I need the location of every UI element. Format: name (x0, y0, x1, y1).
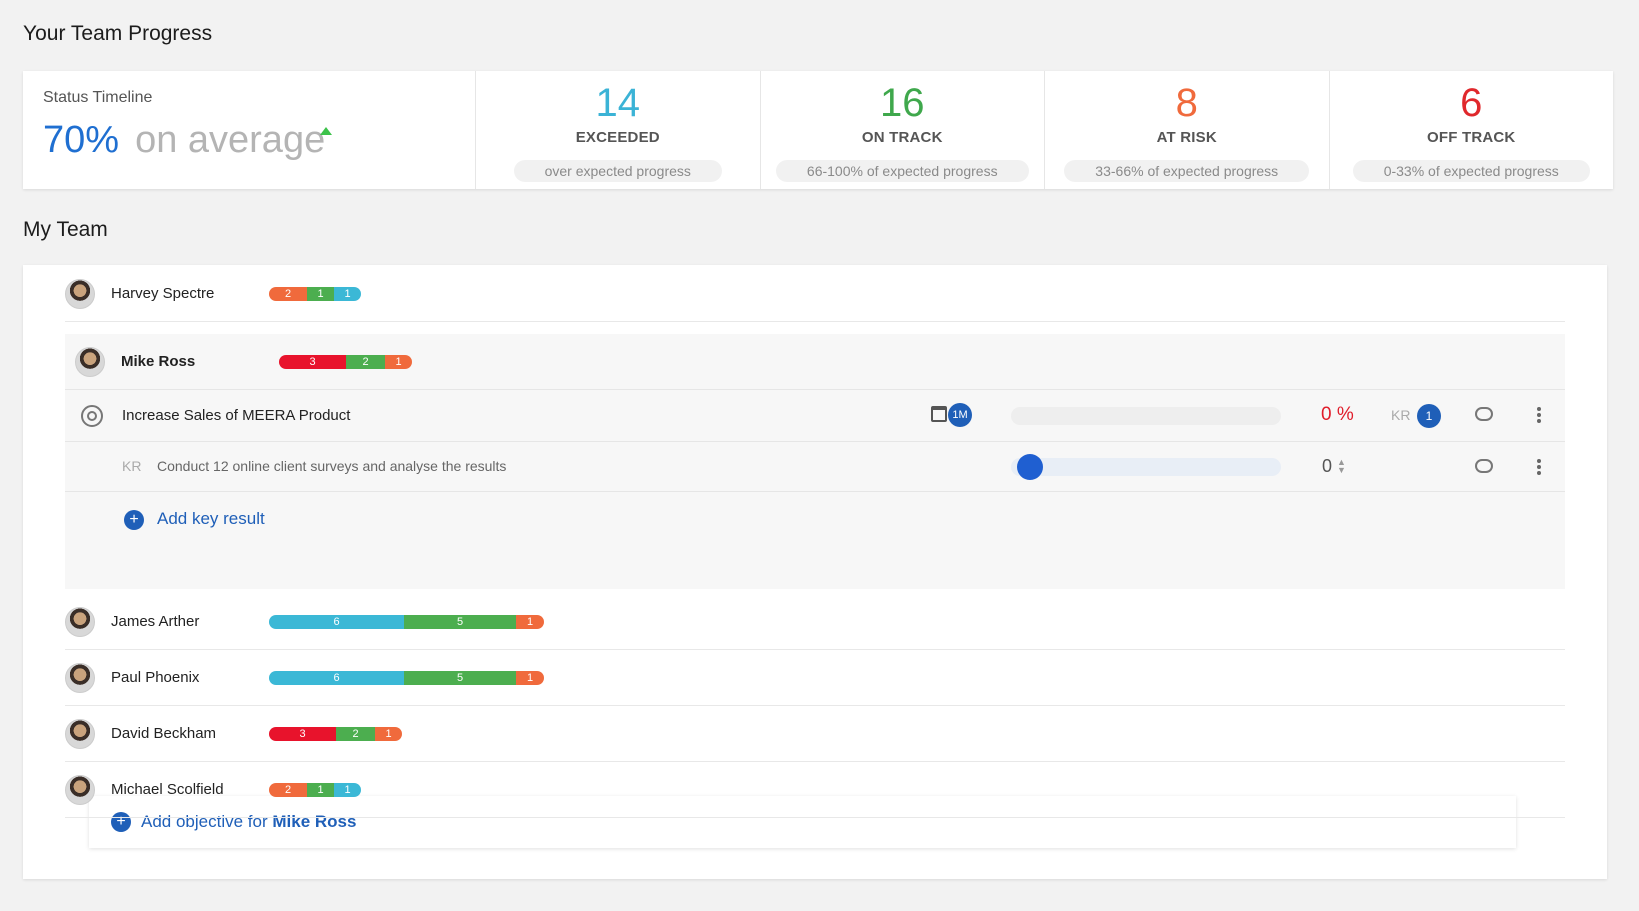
objective-title[interactable]: Increase Sales of MEERA Product (122, 407, 351, 424)
member-name: Mike Ross (121, 353, 196, 370)
stat-name: ON TRACK (861, 129, 943, 146)
status-timeline-label: Status Timeline (43, 89, 153, 106)
bar-segment-at-risk: 1 (516, 670, 544, 685)
add-key-result-button[interactable]: + Add key result (65, 492, 1565, 548)
member-name: David Beckham (111, 725, 217, 742)
member-row[interactable]: Paul Phoenix 6 5 1 (65, 650, 1565, 706)
bar-segment-on-track: 1 (307, 782, 334, 797)
member-row[interactable]: Michael Scolfield 2 1 1 (65, 762, 1565, 818)
bar-segment-at-risk: 1 (516, 614, 544, 629)
member-row[interactable]: James Arther 6 5 1 (65, 594, 1565, 650)
target-icon (81, 405, 103, 427)
bar-segment-at-risk: 1 (375, 726, 402, 741)
bar-segment-on-track: 1 (307, 286, 334, 301)
stat-on-track[interactable]: 16 ON TRACK 66-100% of expected progress (761, 71, 1045, 189)
calendar-icon[interactable] (931, 406, 947, 422)
bar-segment-at-risk: 2 (269, 782, 307, 797)
member-name: Paul Phoenix (111, 669, 200, 686)
stat-off-track[interactable]: 6 OFF TRACK 0-33% of expected progress (1330, 71, 1614, 189)
bar-segment-on-track: 2 (346, 354, 385, 369)
due-badge[interactable]: 1M (948, 403, 972, 427)
add-key-result-label: Add key result (157, 509, 265, 528)
progress-summary-card: Status Timeline 70% on average 14 EXCEED… (23, 71, 1613, 189)
kr-count-badge[interactable]: 1 (1417, 404, 1441, 428)
member-name: Michael Scolfield (111, 781, 224, 798)
page-title: Your Team Progress (23, 22, 213, 45)
stat-exceeded[interactable]: 14 EXCEEDED over expected progress (476, 71, 761, 189)
member-name: Harvey Spectre (111, 285, 215, 302)
kr-label: KR (1391, 407, 1411, 423)
bar-segment-off-track: 3 (269, 726, 336, 741)
status-bar: 2 1 1 (269, 782, 361, 797)
avatar (65, 662, 95, 693)
bar-segment-exceeded: 6 (269, 614, 404, 629)
avatar (65, 774, 95, 805)
status-bar: 6 5 1 (269, 614, 544, 629)
stepper-icon[interactable]: ▲ ▼ (1337, 457, 1346, 475)
key-result-slider-handle[interactable] (1017, 454, 1043, 480)
average-text: on average (135, 119, 326, 161)
objective-progress-percent: 0 % (1321, 404, 1354, 425)
bar-segment-at-risk: 2 (269, 286, 307, 301)
stat-value: 14 (595, 81, 641, 125)
bar-segment-on-track: 2 (336, 726, 375, 741)
avatar (65, 278, 95, 309)
bar-segment-on-track: 5 (404, 670, 516, 685)
member-expanded-panel: Mike Ross 3 2 1 Increase Sales of MEERA … (65, 334, 1565, 589)
objective-progress-track (1011, 407, 1281, 425)
bar-segment-on-track: 5 (404, 614, 516, 629)
add-objective-button[interactable]: + Add objective for Mike Ross (89, 796, 1516, 848)
stat-description: over expected progress (513, 160, 722, 182)
avatar (65, 718, 95, 749)
status-bar: 3 2 1 (279, 354, 412, 369)
status-timeline[interactable]: Status Timeline 70% on average (23, 71, 476, 189)
trend-up-icon (320, 127, 332, 135)
kr-tag: KR (122, 458, 142, 474)
avatar (75, 346, 105, 377)
stat-value: 8 (1175, 81, 1198, 125)
bar-segment-exceeded: 1 (334, 782, 361, 797)
comment-icon[interactable] (1475, 459, 1493, 473)
key-result-row[interactable]: KR Conduct 12 online client surveys and … (65, 442, 1565, 492)
more-options-icon[interactable] (1537, 407, 1541, 423)
objective-row[interactable]: Increase Sales of MEERA Product 1M 0 % K… (65, 390, 1565, 442)
status-bar: 2 1 1 (269, 286, 361, 301)
more-options-icon[interactable] (1537, 459, 1541, 475)
bar-segment-exceeded: 1 (334, 286, 361, 301)
member-name: James Arther (111, 613, 200, 630)
key-result-slider-track[interactable] (1011, 458, 1281, 476)
stat-description: 33-66% of expected progress (1064, 160, 1310, 182)
status-bar: 3 2 1 (269, 726, 402, 741)
bar-segment-exceeded: 6 (269, 670, 404, 685)
stat-name: EXCEEDED (575, 129, 660, 146)
bar-segment-at-risk: 1 (385, 354, 412, 369)
member-row[interactable]: Mike Ross 3 2 1 (65, 334, 1565, 390)
bar-segment-off-track: 3 (279, 354, 346, 369)
stat-name: OFF TRACK (1427, 129, 1516, 146)
team-card: Harvey Spectre 2 1 1 Mike Ross 3 2 1 Inc… (23, 265, 1607, 879)
comment-icon[interactable] (1475, 407, 1493, 421)
key-result-value[interactable]: 0 (1322, 456, 1333, 476)
average-value: 70% (43, 119, 120, 161)
stat-name: AT RISK (1156, 129, 1217, 146)
member-row[interactable]: Harvey Spectre 2 1 1 (65, 266, 1565, 322)
stat-value: 16 (880, 81, 925, 125)
stat-description: 0-33% of expected progress (1352, 160, 1590, 182)
member-row[interactable]: David Beckham 3 2 1 (65, 706, 1565, 762)
plus-icon: + (124, 510, 144, 530)
stat-description: 66-100% of expected progress (775, 160, 1029, 182)
add-objective-label: Add objective for Mike Ross (141, 812, 357, 831)
key-result-text[interactable]: Conduct 12 online client surveys and ana… (157, 458, 507, 474)
section-title-my-team: My Team (23, 218, 108, 241)
stat-value: 6 (1460, 81, 1483, 125)
avatar (65, 606, 95, 637)
status-bar: 6 5 1 (269, 670, 544, 685)
stat-at-risk[interactable]: 8 AT RISK 33-66% of expected progress (1045, 71, 1330, 189)
